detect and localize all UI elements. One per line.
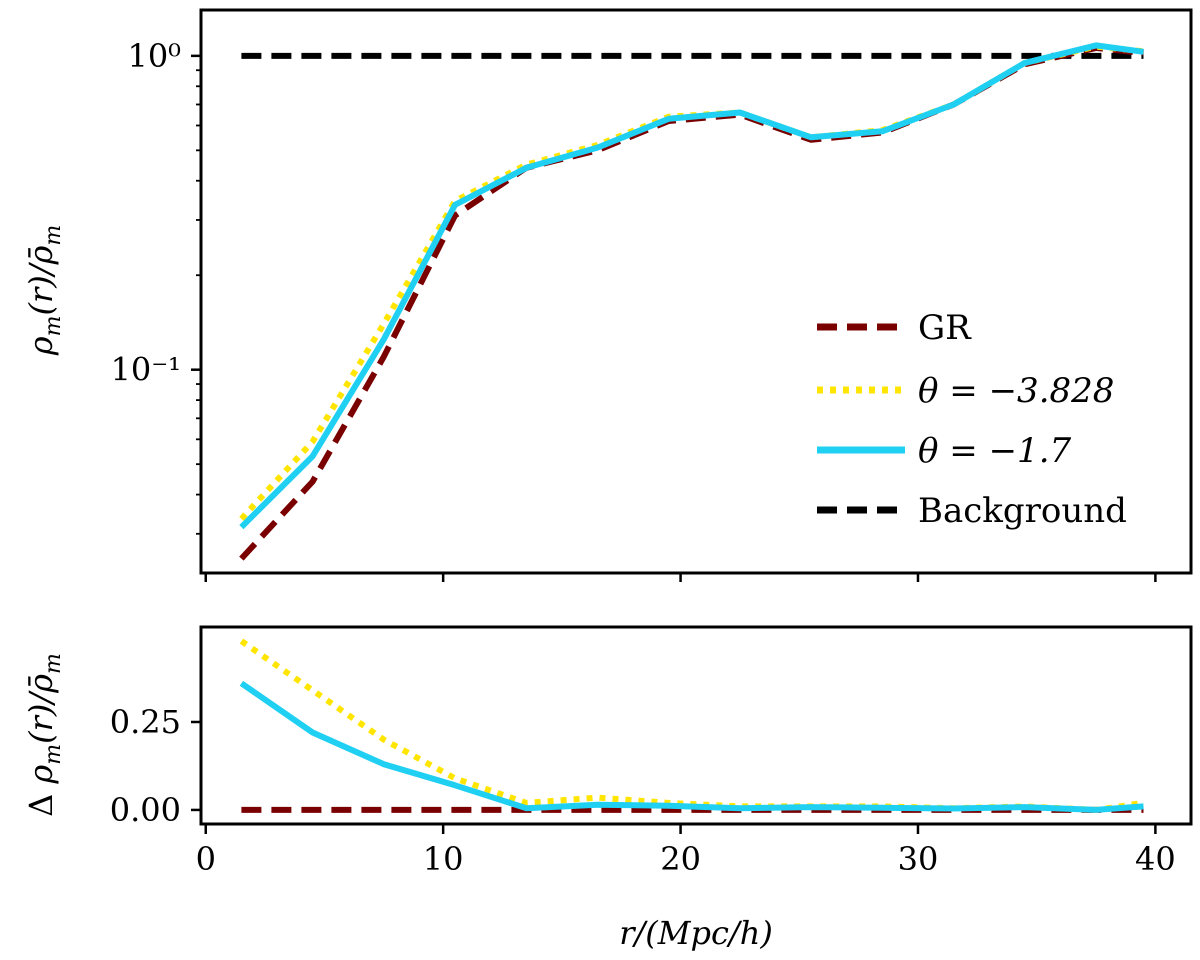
bottom-panel: 0 10 20 30 40 0.00 0.25 Δ ρm(r)/ρ̄m r/(Mpc/h) [22, 625, 1193, 952]
bottom-x-tick-label: 10 [423, 840, 464, 878]
top-series-gr [239, 44, 1144, 561]
bottom-y-tick-label: 0.25 [110, 703, 181, 741]
top-series-theta-1-7 [239, 42, 1144, 530]
bottom-x-tick-label: 20 [660, 840, 701, 878]
top-y-tick-label: 10⁰ [127, 37, 181, 75]
top-y-axis-label: ρm(r)/ρ̄m [22, 225, 66, 356]
bottom-plot-frame [199, 625, 1193, 826]
bottom-series-theta-1-7 [239, 680, 1144, 813]
top-panel: 10⁻¹ 10⁰ ρm(r)/ρ̄m GR θ = −3.828 θ = −1.7… [22, 8, 1193, 582]
legend-gr-label: GR [918, 308, 972, 348]
bottom-series-group [239, 638, 1144, 813]
bottom-x-tick-label: 0 [196, 840, 216, 878]
bottom-series-theta-3-828 [239, 638, 1144, 813]
top-ticks: 10⁻¹ 10⁰ [111, 37, 1157, 582]
legend-theta-3828-label: θ = −3.828 [918, 371, 1114, 411]
bottom-y-axis-label: Δ ρm(r)/ρ̄m [22, 653, 66, 817]
bottom-y-tick-label: 0.00 [110, 791, 181, 829]
top-y-tick-label: 10⁻¹ [111, 351, 181, 389]
legend-theta-17-label: θ = −1.7 [918, 431, 1072, 471]
bottom-x-tick-label: 30 [898, 840, 939, 878]
legend-background-label: Background [918, 491, 1127, 531]
legend: GR θ = −3.828 θ = −1.7 Background [817, 308, 1127, 531]
bottom-ticks: 0 10 20 30 40 0.00 0.25 [110, 703, 1176, 878]
top-plot-frame [199, 8, 1193, 575]
top-series-group [239, 42, 1144, 561]
bottom-x-tick-label: 40 [1135, 840, 1176, 878]
x-axis-label: r/(Mpc/h) [619, 914, 773, 952]
